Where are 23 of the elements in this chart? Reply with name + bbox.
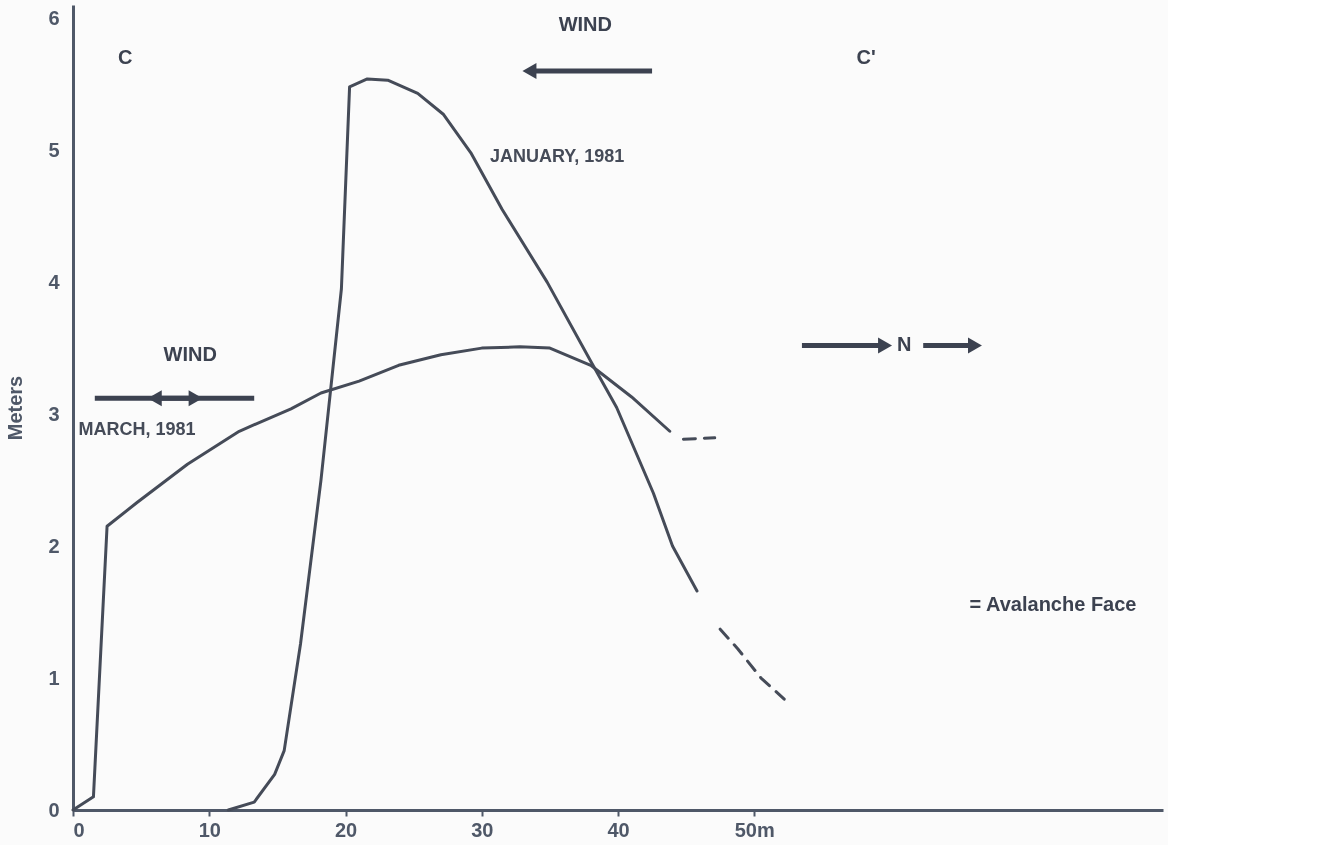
annotation: N [896,333,912,356]
y-tick-label: 2 [48,534,60,557]
y-tick-label: 6 [48,6,60,29]
x-tick-label: 40 [607,818,630,841]
x-tick-label: 50m [734,818,775,841]
annotation: = Avalanche Face [969,593,1137,616]
y-tick-label: 1 [48,666,60,689]
annotation: WIND [163,342,217,365]
y-tick-label: 5 [48,138,60,161]
line-series [718,627,786,701]
y-axis-title: Meters [4,375,27,441]
x-tick-label: 20 [334,818,358,841]
x-tick-label: 30 [471,818,494,841]
x-tick-label: 10 [198,818,221,841]
annotation: C' [856,45,876,68]
y-tick-label: 3 [48,402,60,425]
x-tick-label: 0 [73,818,85,841]
annotation: C [117,45,133,68]
series-label: JANUARY, 1981 [489,145,625,166]
y-tick-label: 0 [48,798,60,821]
y-tick-label: 4 [48,270,61,293]
annotation: WIND [558,12,612,35]
legend-label: MARCH, 1981 [78,418,196,439]
